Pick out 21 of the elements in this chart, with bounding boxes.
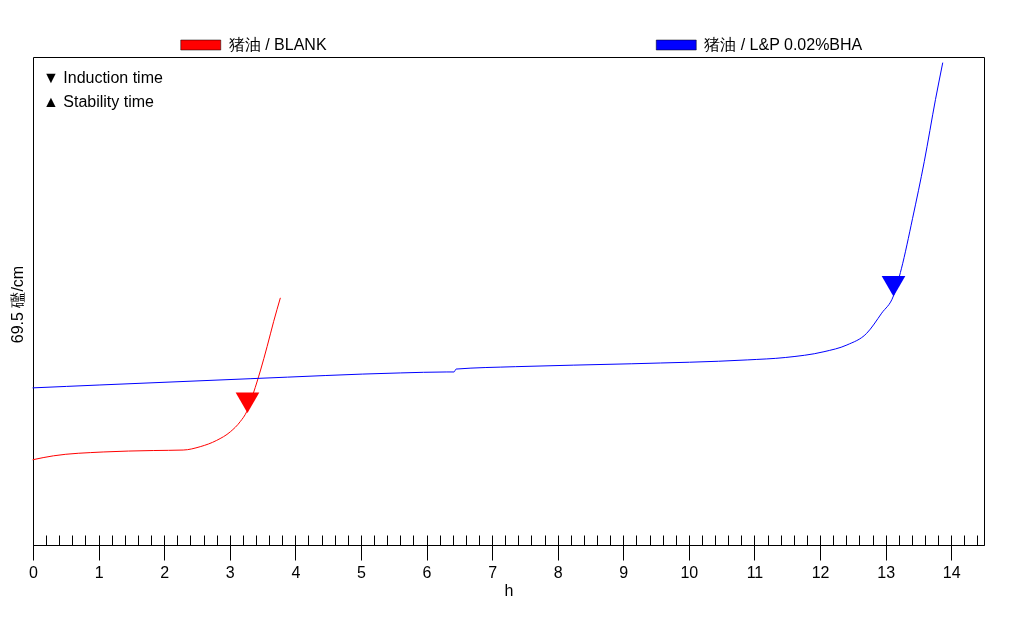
x-tick-label: 3 (225, 563, 235, 581)
y-axis-title: 69.5 礛/cm (8, 265, 26, 344)
x-tick-label: 2 (160, 563, 170, 581)
legend-label: 猪油 / L&P 0.02%BHA (704, 36, 863, 53)
x-axis-title: h (504, 581, 514, 599)
x-tick-label: 8 (553, 563, 563, 581)
x-tick-label: 4 (291, 563, 301, 581)
x-tick-label: 13 (877, 563, 896, 581)
x-tick-label: 5 (356, 563, 366, 581)
x-tick-label: 11 (746, 563, 764, 581)
x-tick-label: 7 (488, 563, 498, 581)
x-tick-label: 14 (942, 563, 961, 581)
x-tick-label: 0 (29, 563, 39, 581)
legend-label: 猪油 / BLANK (228, 36, 327, 53)
x-tick-label: 1 (94, 563, 104, 581)
annotation: ▼ Induction time (43, 69, 163, 86)
x-tick-label: 6 (422, 563, 432, 581)
annotation: ▲ Stability time (43, 93, 155, 110)
x-tick-label: 10 (680, 563, 699, 581)
x-tick-label: 12 (811, 563, 830, 581)
x-tick-label: 9 (619, 563, 629, 581)
